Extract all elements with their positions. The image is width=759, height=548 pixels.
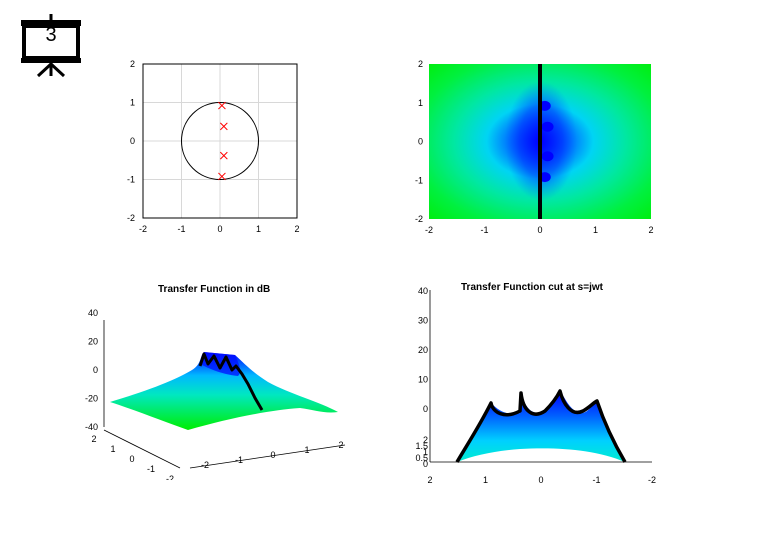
y-tick-label: 2: [91, 434, 96, 444]
grid-lines: [143, 64, 297, 218]
surface-3d-plot: 40 20 0 -20 -40 2 1 0 -1 -2 -2 -1 0 1 2: [85, 308, 346, 480]
x-tick-label: 1: [304, 445, 309, 455]
x-tick-label: 0: [217, 224, 222, 234]
pole-hotspot: [541, 121, 554, 132]
x-tick-label: -1: [235, 455, 243, 465]
z-tick-label: 30: [418, 316, 428, 326]
surface-plot-title: Transfer Function in dB: [158, 284, 271, 295]
x-tick-label: 2: [338, 440, 343, 450]
pole-marker: [219, 122, 228, 131]
z-tick-label: 20: [88, 337, 98, 347]
y-tick-label: -1: [127, 175, 135, 185]
y-tick-label: 0: [418, 137, 423, 147]
y-tick-label: 2: [130, 59, 135, 69]
x-tick-label: 1: [483, 475, 488, 485]
z-tick-label: 0: [93, 365, 98, 375]
z-tick-label: 40: [418, 286, 428, 296]
jw-cut-curve: [198, 352, 264, 411]
x-tick-label: -2: [139, 224, 147, 234]
z-tick-label-small: 0: [423, 459, 428, 469]
x-tick-label: -2: [201, 460, 209, 470]
x-tick-label: 1: [593, 225, 598, 235]
slide-number-icon: 3: [18, 12, 84, 78]
z-tick-label: -40: [85, 422, 98, 432]
y-tick-label: -2: [166, 474, 174, 480]
pole-marker: [218, 172, 226, 181]
pole-marker: [219, 151, 228, 160]
x-tick-label: 2: [648, 225, 653, 235]
z-tick-label: 0: [423, 404, 428, 414]
z-tick-label: 10: [418, 375, 428, 385]
y-tick-label: 1: [418, 98, 423, 108]
x-tick-label: 0: [270, 450, 275, 460]
z-tick-label: -20: [85, 394, 98, 404]
y-tick-label: -1: [415, 175, 423, 185]
cut-surface: [457, 391, 625, 462]
x-tick-label: 2: [427, 475, 432, 485]
z-tick-label-small: 1: [423, 447, 428, 457]
x-tick-label: 0: [538, 475, 543, 485]
x-tick-label: -1: [177, 224, 185, 234]
x-tick-label: -2: [425, 225, 433, 235]
x-tick-label: -1: [592, 475, 600, 485]
pole-zero-plot: -2 -1 0 1 2 2 1 0 -1 -2: [127, 59, 300, 234]
y-tick-label: 1: [110, 444, 115, 454]
y-tick-label: -2: [415, 214, 423, 224]
cut-plot-title: Transfer Function cut at s=jwt: [461, 282, 603, 293]
z-tick-label-small: 0.5: [415, 453, 428, 463]
y-tick-label: 0: [129, 454, 134, 464]
y-tick-label: 0: [130, 136, 135, 146]
magnitude-surface: [110, 352, 338, 430]
z-tick-label-small: 1.5: [415, 441, 428, 451]
z-tick-label-small: 2: [423, 435, 428, 445]
magnitude-heatmap: -2 -1 0 1 2 2 1 0 -1 -2: [415, 59, 654, 235]
z-tick-label: 40: [88, 308, 98, 318]
slide-number: 3: [45, 24, 57, 46]
y-tick-label: -1: [147, 464, 155, 474]
x-tick-label: -2: [648, 475, 656, 485]
projector-screen-icon: [21, 14, 81, 78]
pole-marker: [218, 101, 226, 110]
unit-circle: [181, 102, 259, 180]
x-tick-label: 1: [256, 224, 261, 234]
pole-hotspot: [541, 151, 554, 162]
x-tick-label: 0: [537, 225, 542, 235]
y-tick-label: -2: [127, 213, 135, 223]
cut-curve: [455, 389, 627, 463]
z-tick-label: 20: [418, 345, 428, 355]
x-tick-label: 2: [294, 224, 299, 234]
y-tick-label: 2: [418, 59, 423, 69]
y-tick-label: 1: [130, 98, 135, 108]
x-tick-label: -1: [480, 225, 488, 235]
